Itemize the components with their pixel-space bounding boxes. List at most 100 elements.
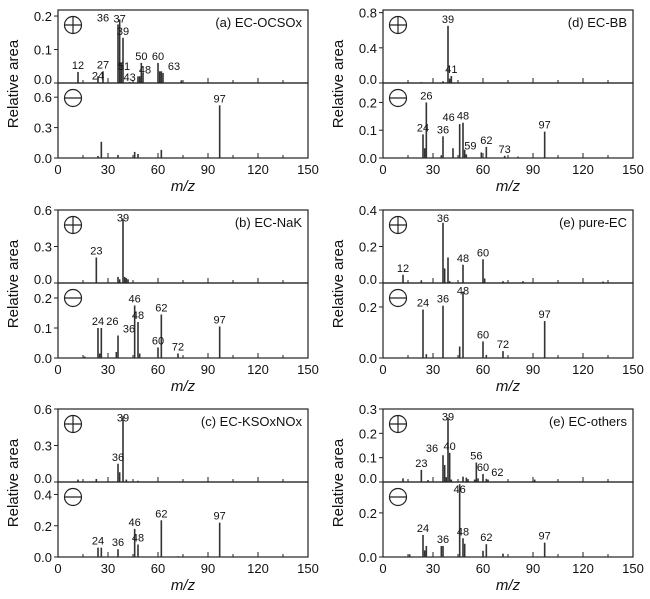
y-tick-label: 0.3 [34, 121, 52, 136]
peak-label: 60 [477, 462, 489, 474]
x-tick-label: 0 [54, 162, 61, 177]
peak-bar [425, 545, 428, 557]
peak-label: 97 [214, 93, 226, 105]
panel-title: (e) pure-EC [559, 215, 627, 230]
peak-label: 62 [480, 532, 492, 544]
peak-bar [157, 347, 159, 358]
peak-bar [100, 328, 103, 358]
peak-bar [97, 328, 99, 358]
y-tick-label: 0.3 [359, 402, 377, 417]
peak-bar [463, 149, 466, 158]
panel-title: (d) EC-BB [568, 15, 627, 30]
peak-label: 36 [437, 213, 449, 225]
peak-bar [442, 545, 444, 557]
peak-bar [117, 276, 119, 283]
x-tick-label: 120 [247, 362, 269, 377]
x-tick-label: 90 [526, 162, 540, 177]
peak-label: 51 [118, 61, 130, 73]
peak-bar [462, 291, 464, 358]
x-tick-label: 60 [476, 162, 490, 177]
peak-bar [160, 520, 163, 557]
peak-bar [485, 354, 488, 358]
panel-title: (e) EC-others [549, 414, 628, 429]
peak-label: 36 [426, 443, 438, 455]
peak-bar [452, 148, 454, 158]
peak-bar [83, 356, 86, 358]
peak-bar [138, 76, 141, 83]
peak-label: 12 [72, 60, 84, 72]
y-tick-label: 0.6 [34, 203, 52, 218]
peak-label: 62 [480, 135, 492, 147]
x-axis-title: m/z [496, 178, 521, 195]
peak-label: 39 [117, 213, 129, 225]
x-tick-label: 90 [201, 362, 215, 377]
x-tick-label: 150 [622, 561, 644, 576]
x-tick-label: 120 [572, 362, 594, 377]
peak-bar [442, 455, 444, 482]
y-tick-label: 0.2 [34, 9, 52, 24]
peak-label: 48 [457, 526, 469, 538]
plus-circle-icon [388, 215, 408, 235]
negative-plot-frame [57, 82, 309, 159]
y-tick-label: 0.2 [34, 519, 52, 534]
peak-bar [422, 309, 424, 358]
peak-label: 40 [444, 441, 456, 453]
peak-bar [447, 417, 449, 482]
minus-circle-icon [63, 88, 83, 108]
peak-bar [117, 24, 119, 83]
peak-bar [102, 71, 104, 83]
y-tick-label: 0.2 [359, 506, 377, 521]
peak-bar [142, 72, 144, 83]
y-tick-label: 0.0 [34, 151, 52, 166]
peak-bar [402, 274, 404, 283]
peak-bar [425, 354, 428, 358]
peak-bar [117, 154, 119, 158]
peak-bar [97, 547, 99, 557]
peak-label: 48 [457, 286, 469, 298]
peak-bar [602, 281, 604, 283]
y-tick-label: 0.6 [34, 402, 52, 417]
peak-label: 72 [172, 342, 184, 354]
peak-bar [177, 353, 179, 358]
peak-label: 36 [437, 124, 449, 136]
peak-bar [450, 75, 453, 83]
peak-bar [158, 71, 161, 83]
peak-label: 12 [397, 263, 409, 275]
x-tick-label: 120 [247, 561, 269, 576]
peak-bar [137, 480, 139, 482]
x-tick-label: 30 [426, 362, 440, 377]
peak-label: 59 [464, 140, 476, 152]
x-axis-title: m/z [171, 178, 196, 195]
peak-bar [118, 279, 121, 283]
peak-label: 60 [477, 329, 489, 341]
y-tick-label: 0.0 [359, 272, 377, 287]
minus-circle-icon [63, 487, 83, 507]
peak-label: 24 [417, 298, 429, 310]
peak-label: 43 [124, 72, 136, 84]
x-tick-label: 150 [297, 162, 319, 177]
peak-bar [522, 281, 524, 283]
y-tick-label: 0.1 [34, 321, 52, 336]
plus-circle-icon [63, 15, 83, 35]
peak-label: 46 [129, 517, 141, 529]
peak-bar [425, 102, 428, 158]
peak-label: 41 [445, 64, 457, 76]
peak-bar [133, 151, 136, 158]
peak-label: 36 [112, 452, 124, 464]
y-tick-label: 0.3 [34, 439, 52, 454]
peak-label: 56 [470, 451, 482, 463]
peak-label: 23 [90, 245, 102, 257]
peak-bar [218, 326, 221, 358]
peak-label: 97 [539, 531, 551, 543]
peak-bar [487, 479, 489, 482]
peak-label: 50 [135, 51, 147, 63]
peak-bar [123, 276, 126, 283]
y-axis-title: Relative area [330, 239, 347, 328]
peak-bar [440, 545, 443, 557]
peak-label: 39 [442, 412, 454, 424]
y-axis-title: Relative area [5, 39, 22, 128]
peak-bar [463, 543, 466, 557]
minus-circle-icon [388, 288, 408, 308]
peak-label: 24 [92, 316, 104, 328]
